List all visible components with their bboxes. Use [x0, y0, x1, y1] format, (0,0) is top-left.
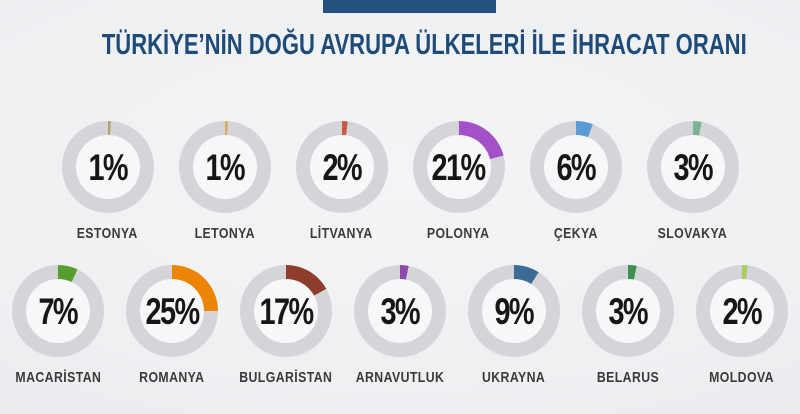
- donut-label-polonya: POLONYA: [427, 225, 490, 242]
- donut-ring-slovakya: 3%: [646, 121, 739, 213]
- donut-ring-cekya: 6%: [529, 121, 622, 213]
- donut-ring-litvanya: 2%: [295, 121, 388, 213]
- donut-ring-polonya: 21%: [412, 121, 505, 213]
- donut-label-belarus: BELARUS: [596, 369, 660, 386]
- donut-arnavutluk: 3% ARNAVUTLUK: [354, 265, 446, 385]
- donut-value-polonya: 21%: [431, 146, 487, 188]
- donut-cekya: 6% ÇEKYA: [529, 121, 622, 242]
- donut-label-romanya: ROMANYA: [139, 369, 205, 386]
- donut-value-moldova: 2%: [722, 290, 763, 332]
- donut-label-estonya: ESTONYA: [77, 225, 138, 242]
- donut-label-arnavutluk: ARNAVUTLUK: [355, 369, 445, 386]
- donut-row-2: 7% MACARİSTAN 25% ROMANYA 17% BULGARİSTA…: [0, 265, 800, 385]
- donut-value-slovakya: 3%: [673, 146, 713, 188]
- chart-title: TÜRKİYE’NİN DOĞU AVRUPA ÜLKELERİ İLE İHR…: [0, 27, 800, 63]
- donut-ukrayna: 9% UKRAYNA: [468, 265, 560, 385]
- donut-value-estonya: 1%: [88, 146, 128, 188]
- donut-polonya: 21% POLONYA: [412, 121, 505, 242]
- donut-ring-bulgaristan: 17%: [240, 265, 332, 357]
- donut-label-slovakya: SLOVAKYA: [657, 225, 728, 242]
- donut-macaristan: 7% MACARİSTAN: [12, 265, 104, 385]
- donut-ring-estonya: 1%: [61, 121, 154, 213]
- donut-label-litvanya: LİTVANYA: [310, 225, 373, 242]
- donut-ring-arnavutluk: 3%: [354, 265, 446, 357]
- donut-value-ukrayna: 9%: [494, 290, 535, 332]
- donut-estonya: 1% ESTONYA: [61, 121, 154, 242]
- donut-label-macaristan: MACARİSTAN: [15, 369, 101, 386]
- donut-label-letonya: LETONYA: [194, 225, 255, 242]
- donut-value-romanya: 25%: [145, 290, 200, 332]
- donut-row-1: 1% ESTONYA 1% LETONYA 2% LİTVANYA 21% PO…: [0, 121, 800, 241]
- donut-label-ukrayna: UKRAYNA: [482, 369, 546, 386]
- header-accent-bar: [323, 0, 496, 13]
- donut-ring-letonya: 1%: [178, 121, 271, 213]
- chart-title-text: TÜRKİYE’NİN DOĞU AVRUPA ÜLKELERİ İLE İHR…: [101, 29, 747, 61]
- donut-bulgaristan: 17% BULGARİSTAN: [239, 265, 333, 386]
- donut-value-letonya: 1%: [205, 146, 245, 188]
- donut-value-litvanya: 2%: [322, 146, 362, 188]
- donut-letonya: 1% LETONYA: [178, 121, 271, 242]
- donut-romanya: 25% ROMANYA: [126, 265, 218, 385]
- donut-litvanya: 2% LİTVANYA: [295, 121, 388, 242]
- donut-ring-ukrayna: 9%: [468, 265, 560, 357]
- donut-value-belarus: 3%: [608, 290, 649, 332]
- donut-ring-moldova: 2%: [696, 265, 788, 357]
- donut-moldova: 2% MOLDOVA: [696, 265, 788, 385]
- donut-ring-macaristan: 7%: [12, 265, 104, 357]
- donut-ring-belarus: 3%: [582, 265, 674, 357]
- donut-belarus: 3% BELARUS: [582, 265, 674, 385]
- donut-value-bulgaristan: 17%: [259, 290, 314, 332]
- donut-label-bulgaristan: BULGARİSTAN: [239, 369, 333, 386]
- donut-slovakya: 3% SLOVAKYA: [646, 121, 739, 242]
- donut-ring-romanya: 25%: [126, 265, 218, 357]
- donut-value-cekya: 6%: [556, 146, 596, 188]
- donut-value-macaristan: 7%: [38, 290, 79, 332]
- donut-label-moldova: MOLDOVA: [709, 369, 775, 386]
- donut-label-cekya: ÇEKYA: [553, 225, 598, 242]
- donut-value-arnavutluk: 3%: [380, 290, 421, 332]
